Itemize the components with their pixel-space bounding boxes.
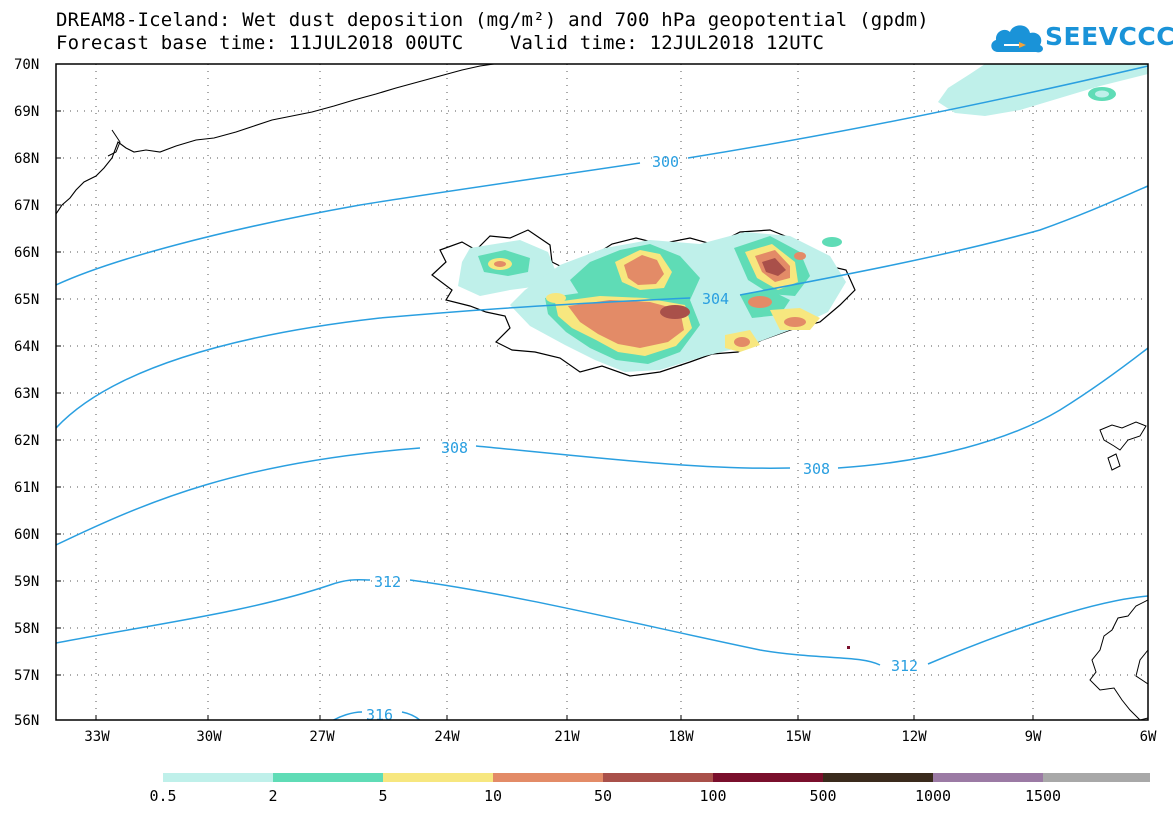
faroe-coastline	[1099, 421, 1147, 471]
gridlines	[56, 64, 1148, 720]
lat-label: 64N	[14, 339, 39, 355]
lat-label: 65N	[14, 292, 39, 308]
cloud-icon	[991, 25, 1043, 53]
lat-label: 67N	[14, 198, 39, 214]
lon-label: 21W	[554, 729, 580, 745]
legend-swatch-3	[493, 773, 603, 782]
legend-label: 1000	[914, 787, 952, 805]
lon-label: 33W	[84, 729, 110, 745]
scotland-coastline	[1089, 599, 1148, 720]
legend-label: 500	[809, 787, 837, 805]
geopotential-contours	[56, 65, 1148, 720]
legend-swatch-7	[933, 773, 1043, 782]
lat-label: 69N	[14, 104, 39, 120]
lon-label: 30W	[196, 729, 222, 745]
legend-swatch-0	[163, 773, 273, 782]
legend-swatch-1	[273, 773, 383, 782]
lon-label: 6W	[1140, 729, 1157, 745]
lat-label: 68N	[14, 151, 39, 167]
contour-label: 300	[652, 153, 679, 171]
legend-label: 0.5	[149, 787, 177, 805]
lat-label: 63N	[14, 386, 39, 402]
lat-label: 58N	[14, 621, 39, 637]
lat-label: 56N	[14, 713, 39, 729]
seevccc-logo: SEEVCCC	[988, 18, 1175, 58]
legend-swatch-6	[823, 773, 933, 782]
legend-label: 5	[378, 787, 388, 805]
lat-label: 60N	[14, 527, 39, 543]
contour-label: 308	[441, 439, 468, 457]
data-dot	[847, 646, 850, 649]
legend-label: 50	[593, 787, 613, 805]
axis-ticks	[56, 63, 1034, 720]
contour-label: 304	[702, 290, 729, 308]
legend-label: 10	[483, 787, 503, 805]
greenland-coastline	[56, 64, 495, 215]
legend-label: 2	[268, 787, 278, 805]
lat-label: 66N	[14, 245, 39, 261]
lat-label: 59N	[14, 574, 39, 590]
dust-shading-iceland	[458, 232, 846, 372]
lat-label: 61N	[14, 480, 39, 496]
legend-swatch-4	[603, 773, 713, 782]
legend-swatch-8	[1043, 773, 1150, 782]
lon-label: 15W	[785, 729, 811, 745]
longitude-labels: 33W 30W 27W 24W 21W 18W 15W 12W 9W 6W	[84, 729, 1157, 745]
lat-label: 57N	[14, 668, 39, 684]
map-frame	[55, 63, 1149, 721]
lat-label: 62N	[14, 433, 39, 449]
contour-label: 308	[803, 460, 830, 478]
forecast-times: Forecast base time: 11JUL2018 00UTC Vali…	[56, 32, 825, 54]
latitude-labels: 70N 69N 68N 67N 66N 65N 64N 63N 62N 61N …	[14, 57, 39, 729]
contour-label: 316	[366, 706, 393, 724]
map-title: DREAM8-Iceland: Wet dust deposition (mg/…	[56, 9, 929, 31]
contour-label: 312	[374, 573, 401, 591]
contour-label: 312	[891, 657, 918, 675]
legend-swatch-5	[713, 773, 823, 782]
logo-text: SEEVCCC	[1045, 22, 1175, 51]
lon-label: 24W	[434, 729, 460, 745]
lon-label: 9W	[1025, 729, 1042, 745]
legend-label: 100	[699, 787, 727, 805]
lat-label: 70N	[14, 57, 39, 73]
legend-swatch-2	[383, 773, 493, 782]
legend-label: 1500	[1024, 787, 1062, 805]
lon-label: 12W	[901, 729, 927, 745]
lon-label: 27W	[309, 729, 335, 745]
lon-label: 18W	[668, 729, 694, 745]
